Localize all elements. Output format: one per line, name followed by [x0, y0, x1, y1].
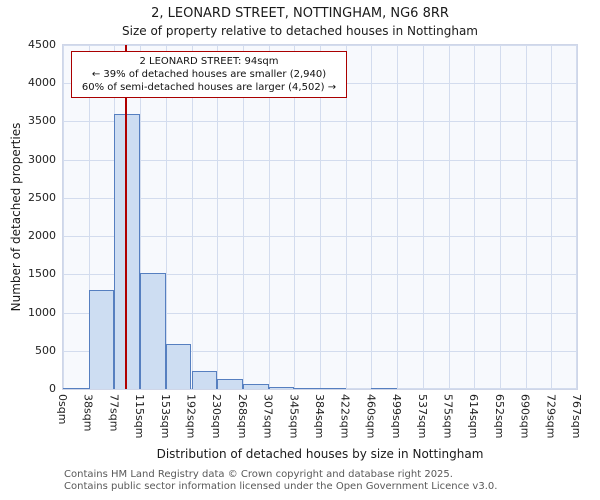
- x-axis-label: Distribution of detached houses by size …: [156, 447, 484, 461]
- x-tick-label: 384sqm: [313, 394, 326, 439]
- attribution-line-1: Contains HM Land Registry data © Crown c…: [64, 469, 453, 480]
- attribution-line-2: Contains public sector information licen…: [64, 481, 498, 492]
- histogram-bar: [191, 371, 218, 389]
- annotation-line-1: 2 LEONARD STREET: 94sqm: [139, 56, 279, 67]
- y-tick-label: 4500: [28, 38, 56, 51]
- x-tick-label: 652sqm: [492, 394, 506, 439]
- histogram-bar: [242, 383, 269, 389]
- gridline-vertical: [576, 45, 577, 389]
- x-tick-label: 499sqm: [390, 394, 404, 439]
- histogram-bar: [294, 387, 320, 389]
- x-tick-label: 537sqm: [415, 394, 429, 439]
- x-tick-label: 0sqm: [56, 394, 69, 425]
- histogram-bar: [114, 113, 141, 389]
- histogram-bar: [165, 343, 192, 389]
- x-tick-label: 575sqm: [441, 394, 455, 439]
- x-tick-label: 729sqm: [544, 394, 558, 439]
- y-tick-label: 3000: [28, 152, 56, 166]
- x-tick-label: 460sqm: [364, 394, 378, 439]
- x-tick-label: 690sqm: [518, 394, 532, 439]
- y-tick-label: 0: [49, 382, 56, 395]
- annotation-box: 2 LEONARD STREET: 94sqm ← 39% of detache…: [71, 51, 347, 98]
- x-tick-label: 77sqm: [107, 394, 121, 432]
- gridline-vertical: [371, 45, 373, 389]
- plot-area: 2 LEONARD STREET: 94sqm ← 39% of detache…: [62, 44, 578, 390]
- x-tick-label: 345sqm: [287, 394, 301, 439]
- y-tick-label: 1000: [28, 305, 56, 319]
- gridline-vertical: [294, 45, 296, 389]
- chart-title: 2, LEONARD STREET, NOTTINGHAM, NG6 8RR: [151, 6, 449, 21]
- gridline-vertical: [345, 45, 347, 389]
- gridline-vertical: [242, 45, 244, 389]
- x-tick-label: 614sqm: [467, 394, 481, 439]
- y-tick-label: 3500: [28, 114, 56, 128]
- gridline-vertical: [448, 45, 450, 389]
- gridline-vertical: [63, 45, 64, 389]
- x-tick-label: 422sqm: [338, 394, 352, 439]
- histogram-bar: [320, 388, 346, 389]
- attribution: Contains HM Land Registry data © Crown c…: [64, 469, 497, 493]
- y-axis-label: Number of detached properties: [9, 122, 23, 312]
- histogram-bar: [217, 379, 243, 389]
- gridline-vertical: [551, 45, 553, 389]
- annotation-line-2: ← 39% of detached houses are smaller (2,…: [91, 69, 327, 80]
- gridline-vertical: [217, 45, 219, 389]
- gridline-vertical: [165, 45, 167, 389]
- x-tick-label: 307sqm: [261, 394, 275, 439]
- histogram-bar: [63, 387, 89, 389]
- x-tick-label: 192sqm: [184, 394, 198, 439]
- x-tick-label: 268sqm: [235, 394, 249, 439]
- histogram-bar: [140, 272, 166, 389]
- y-tick-label: 1500: [28, 267, 56, 281]
- x-tick-label: 115sqm: [133, 394, 147, 439]
- chart-subtitle: Size of property relative to detached ho…: [122, 24, 478, 38]
- gridline-vertical: [191, 45, 193, 389]
- x-tick-label: 230sqm: [210, 394, 224, 439]
- x-tick-label: 38sqm: [81, 394, 95, 432]
- gridline-vertical: [499, 45, 501, 389]
- annotation-line-3: 60% of semi-detached houses are larger (…: [81, 82, 337, 93]
- x-tick-label: 767sqm: [570, 394, 583, 439]
- y-tick-label: 4000: [28, 76, 56, 90]
- histogram-bar: [268, 386, 295, 389]
- histogram-bar: [88, 289, 115, 389]
- gridline-vertical: [140, 45, 142, 389]
- gridline-vertical: [397, 45, 399, 389]
- x-tick-label: 153sqm: [158, 394, 172, 439]
- gridline-vertical: [88, 45, 90, 389]
- property-size-marker-line: [124, 45, 127, 389]
- y-tick-label: 500: [35, 343, 56, 357]
- gridline-vertical: [474, 45, 476, 389]
- gridline-vertical: [320, 45, 321, 389]
- gridline-vertical: [525, 45, 527, 389]
- histogram-bar: [371, 387, 398, 389]
- y-tick-label: 2000: [28, 229, 56, 243]
- gridline-vertical: [268, 45, 270, 389]
- y-tick-label: 2500: [28, 190, 56, 204]
- gridline-vertical: [422, 45, 424, 389]
